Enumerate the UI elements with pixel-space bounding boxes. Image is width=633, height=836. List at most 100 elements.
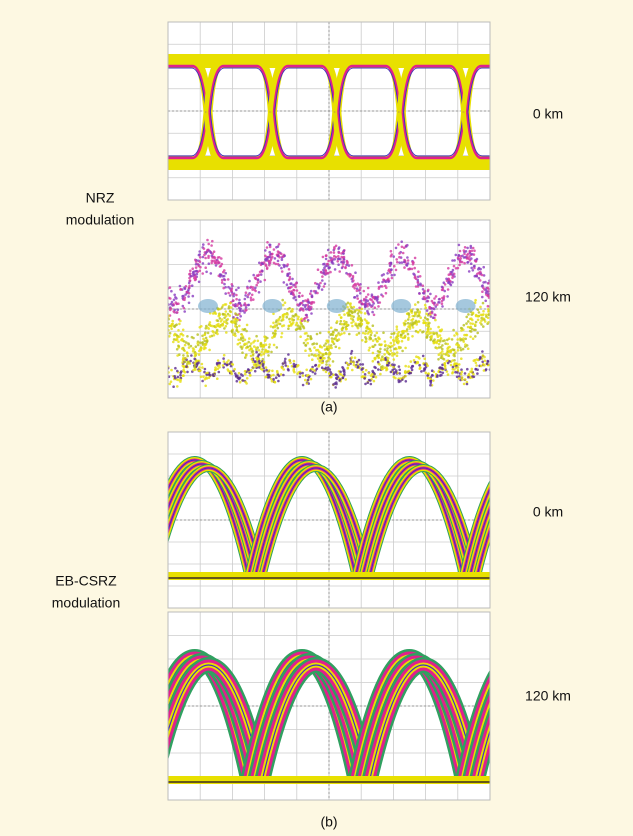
noise-dot	[371, 300, 375, 304]
noise-dot	[274, 262, 278, 266]
noise-dot	[426, 374, 429, 377]
noise-dot	[271, 252, 274, 256]
noise-dot	[395, 328, 399, 331]
noise-dot	[378, 350, 382, 354]
noise-dot	[423, 357, 427, 361]
noise-dot	[390, 344, 394, 348]
noise-dot	[359, 363, 362, 366]
noise-dot	[379, 347, 382, 351]
eye-center	[262, 299, 283, 313]
noise-dot	[389, 254, 393, 258]
noise-dot	[188, 279, 192, 282]
noise-dot	[231, 292, 234, 296]
noise-dot	[326, 271, 330, 275]
noise-dot	[337, 263, 340, 267]
noise-dot	[423, 297, 427, 301]
noise-dot	[342, 258, 346, 261]
noise-dot	[208, 323, 212, 327]
noise-dot	[486, 308, 490, 311]
noise-dot	[314, 364, 317, 367]
noise-dot	[343, 319, 346, 323]
noise-dot	[455, 333, 459, 336]
noise-dot	[269, 377, 273, 381]
noise-dot	[450, 338, 454, 341]
noise-dot	[458, 263, 461, 267]
noise-dot	[292, 359, 296, 363]
noise-dot	[190, 284, 194, 288]
eye-trace	[461, 57, 490, 167]
noise-dot	[358, 306, 361, 310]
noise-dot	[322, 285, 326, 288]
noise-dot	[442, 357, 446, 361]
noise-dot	[324, 257, 328, 261]
noise-dot	[248, 337, 251, 340]
noise-dot	[430, 369, 434, 373]
noise-dot	[172, 385, 175, 389]
noise-dot	[194, 345, 198, 349]
noise-dot	[441, 371, 445, 375]
noise-dot	[366, 302, 369, 306]
noise-dot	[389, 249, 393, 253]
noise-dot	[398, 346, 401, 350]
noise-dot	[340, 255, 344, 259]
noise-dot	[351, 311, 354, 314]
noise-dot	[413, 266, 417, 270]
noise-dot	[463, 261, 466, 265]
noise-dot	[419, 282, 422, 286]
noise-dot	[376, 354, 379, 358]
noise-dot	[393, 352, 396, 356]
noise-dot	[227, 291, 230, 295]
noise-dot	[364, 332, 367, 335]
noise-dot	[394, 246, 398, 250]
noise-dot	[409, 360, 413, 363]
noise-dot	[268, 369, 271, 372]
noise-dot	[365, 321, 369, 325]
noise-dot	[223, 362, 227, 366]
noise-dot	[357, 314, 361, 318]
noise-dot	[476, 308, 480, 312]
noise-dot	[371, 339, 375, 342]
noise-dot	[276, 254, 280, 258]
noise-dot	[424, 321, 428, 325]
noise-dot	[223, 327, 226, 330]
noise-dot	[304, 299, 307, 302]
noise-dot	[359, 292, 362, 295]
noise-dot	[338, 270, 342, 273]
noise-dot	[458, 258, 462, 262]
noise-dot	[466, 246, 469, 250]
noise-dot	[168, 286, 172, 289]
noise-dot	[290, 317, 294, 320]
noise-dot	[237, 371, 241, 375]
noise-dot	[342, 260, 346, 264]
noise-dot	[283, 301, 287, 305]
noise-dot	[256, 339, 260, 343]
noise-dot	[169, 380, 173, 384]
noise-dot	[365, 295, 368, 299]
noise-dot	[234, 334, 237, 338]
noise-dot	[460, 368, 463, 372]
noise-dot	[226, 318, 230, 321]
noise-dot	[338, 372, 342, 376]
noise-dot	[369, 298, 372, 301]
noise-dot	[285, 315, 289, 319]
noise-dot	[309, 335, 312, 338]
noise-dot	[267, 345, 271, 349]
noise-dot	[249, 374, 252, 377]
noise-dot	[317, 283, 321, 287]
noise-dot	[425, 300, 429, 303]
noise-dot	[310, 312, 313, 315]
noise-dot	[401, 378, 404, 381]
noise-dot	[379, 372, 382, 376]
noise-dot	[380, 357, 383, 361]
noise-dot	[404, 374, 407, 378]
eye-trace	[168, 67, 207, 157]
noise-dot	[337, 251, 341, 254]
noise-dot	[321, 255, 325, 259]
noise-dot	[265, 246, 269, 249]
noise-dot	[474, 335, 477, 338]
noise-dot	[361, 339, 364, 342]
noise-dot	[183, 310, 186, 313]
noise-dot	[395, 351, 399, 354]
noise-dot	[474, 361, 478, 365]
noise-dot	[471, 311, 475, 315]
